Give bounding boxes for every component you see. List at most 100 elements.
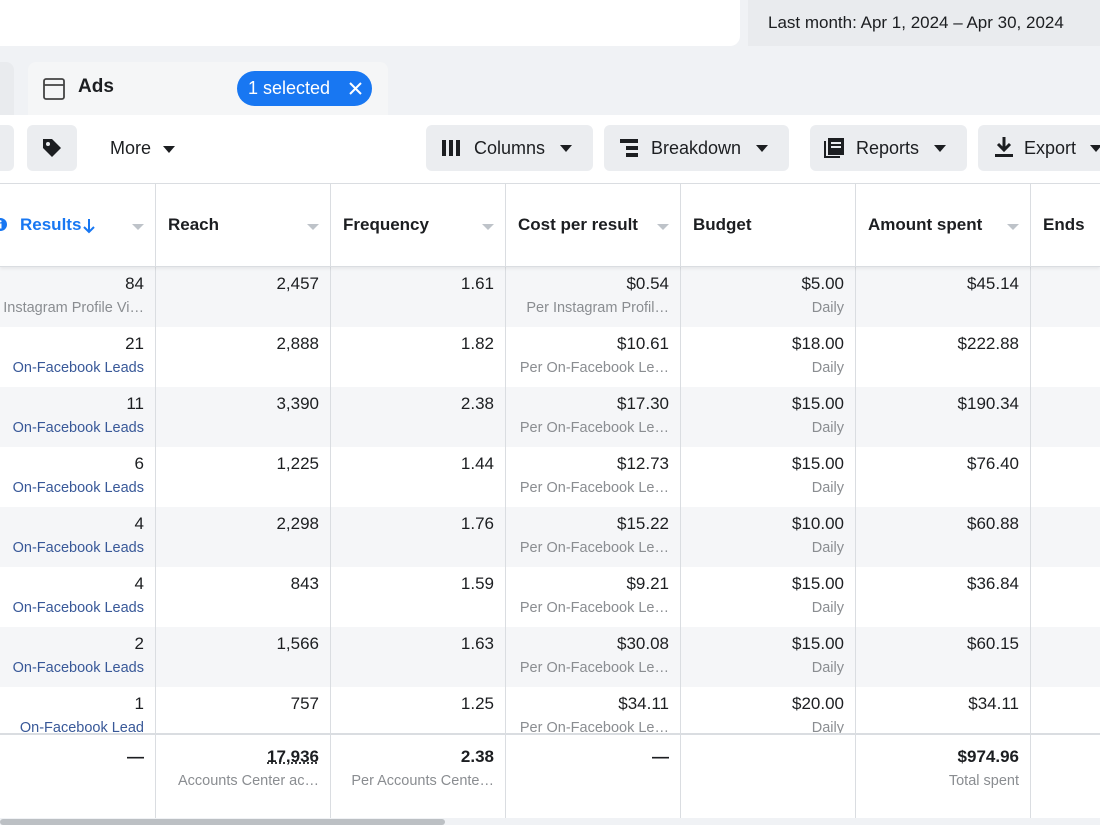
breakdown-button[interactable]: Breakdown (604, 125, 789, 171)
column-header[interactable]: Amount spent (856, 184, 1031, 266)
cell: 1,566 (156, 627, 331, 687)
cell-value: $15.00 (792, 394, 844, 414)
cell-value: 4 (135, 514, 144, 534)
reports-button[interactable]: Reports (810, 125, 967, 171)
table-row: 4 On-Facebook Leads 843 1.59 $9.21 Per On-Fac… (0, 567, 1100, 627)
cell-value: $60.88 (967, 514, 1019, 534)
total-value: 17,936 (267, 747, 319, 767)
cell-value: $5.00 (801, 274, 844, 294)
cell-subtext: Daily (812, 600, 844, 616)
cell-value: 1.76 (461, 514, 494, 534)
date-range-button[interactable]: Last month: Apr 1, 2024 – Apr 30, 2024 (748, 0, 1100, 46)
cell-value: 3,390 (276, 394, 319, 414)
button-label: Columns (474, 138, 545, 158)
column-header[interactable]: Ends (1031, 184, 1100, 266)
cell-subtext: Per On-Facebook Le… (520, 360, 669, 376)
more-button[interactable]: More (110, 125, 175, 171)
sort-menu[interactable] (1007, 224, 1019, 230)
clear-icon[interactable] (349, 82, 362, 95)
cell: 2,888 (156, 327, 331, 387)
tab[interactable] (0, 62, 14, 115)
columns-icon (442, 140, 462, 156)
selection-pill[interactable]: 1 selected (237, 71, 372, 106)
cell (1031, 267, 1100, 327)
cell (1031, 567, 1100, 627)
total-value: — (127, 747, 144, 767)
cell-value: $36.84 (967, 574, 1019, 594)
column-header[interactable]: Frequency (331, 184, 506, 266)
cell-subtext[interactable]: On-Facebook Leads (13, 480, 144, 496)
button-label: More (110, 138, 151, 158)
cell: $222.88 (856, 327, 1031, 387)
cell-subtext: Per On-Facebook Le… (520, 660, 669, 676)
cell-value: $34.11 (618, 694, 669, 714)
cell-value: 1.25 (461, 694, 494, 714)
cell: $30.08 Per On-Facebook Le… (506, 627, 681, 687)
cell: 11 On-Facebook Leads (0, 387, 156, 447)
cell: $15.00 Daily (681, 567, 856, 627)
cell: 4 On-Facebook Leads (0, 507, 156, 567)
total-value: — (652, 747, 669, 767)
column-header-label: Reach (168, 215, 219, 234)
cell: 1.63 (331, 627, 506, 687)
cell-value: 1.82 (461, 334, 494, 354)
cell-value: $15.22 (617, 514, 669, 534)
columns-button[interactable]: Columns (426, 125, 593, 171)
cell-subtext[interactable]: On-Facebook Leads (13, 660, 144, 676)
column-header[interactable]: Reach (156, 184, 331, 266)
search-field[interactable] (0, 0, 740, 46)
cell (1031, 387, 1100, 447)
cell: $10.00 Daily (681, 507, 856, 567)
export-icon (994, 137, 1014, 159)
cell-value: $76.40 (967, 454, 1019, 474)
total-cell (1031, 735, 1100, 818)
table-row: 21 On-Facebook Leads 2,888 1.82 $10.61 Per On… (0, 327, 1100, 387)
cell: 843 (156, 567, 331, 627)
button[interactable] (0, 125, 14, 171)
table-row: 2 On-Facebook Leads 1,566 1.63 $30.08 Per On-… (0, 627, 1100, 687)
cell-subtext[interactable]: On-Facebook Leads (13, 360, 144, 376)
cell-subtext[interactable]: On-Facebook Leads (13, 420, 144, 436)
export-button[interactable]: Export (978, 125, 1100, 171)
cell-value: $15.00 (792, 574, 844, 594)
cell-subtext[interactable]: On-Facebook Leads (13, 600, 144, 616)
cell-subtext: Daily (812, 660, 844, 676)
cell: 4 On-Facebook Leads (0, 567, 156, 627)
cell-subtext: Daily (812, 360, 844, 376)
total-cell: — (0, 735, 156, 818)
cell-value: $17.30 (617, 394, 669, 414)
sort-arrow[interactable] (83, 218, 95, 234)
cell-value: 2,298 (276, 514, 319, 534)
column-header[interactable]: Cost per result (506, 184, 681, 266)
cell-subtext[interactable]: On-Facebook Leads (13, 540, 144, 556)
sort-menu[interactable] (482, 224, 494, 230)
cell-subtext: Per On-Facebook Le… (520, 600, 669, 616)
sort-menu[interactable] (657, 224, 669, 230)
cell-value: $222.88 (958, 334, 1019, 354)
cell: $15.00 Daily (681, 387, 856, 447)
ads-tab[interactable]: Ads 1 selected (28, 62, 388, 115)
cell-subtext: Daily (812, 420, 844, 436)
cell-value: $34.11 (968, 694, 1019, 714)
cell: 6 On-Facebook Leads (0, 447, 156, 507)
cell-value: 1.61 (461, 274, 494, 294)
cell-subtext: Instagram Profile Vi… (3, 300, 144, 316)
cell (1031, 447, 1100, 507)
sort-menu[interactable] (307, 224, 319, 230)
cell: $15.00 Daily (681, 627, 856, 687)
tab-icon (42, 77, 66, 101)
column-header[interactable]: Results (0, 184, 156, 266)
column-header[interactable]: Budget (681, 184, 856, 266)
column-header-label: Cost per result (518, 215, 638, 234)
table-row: 6 On-Facebook Leads 1,225 1.44 $12.73 Per On-… (0, 447, 1100, 507)
scrollbar[interactable] (0, 819, 445, 825)
info-icon[interactable] (0, 218, 7, 231)
sort-menu[interactable] (132, 224, 144, 230)
cell: $36.84 (856, 567, 1031, 627)
tag-button[interactable] (27, 125, 77, 171)
column-header-label: Ends (1043, 215, 1085, 234)
button-label: Reports (856, 138, 919, 158)
cell-value: 6 (135, 454, 144, 474)
total-cell: 2.38 Per Accounts Cente… (331, 735, 506, 818)
